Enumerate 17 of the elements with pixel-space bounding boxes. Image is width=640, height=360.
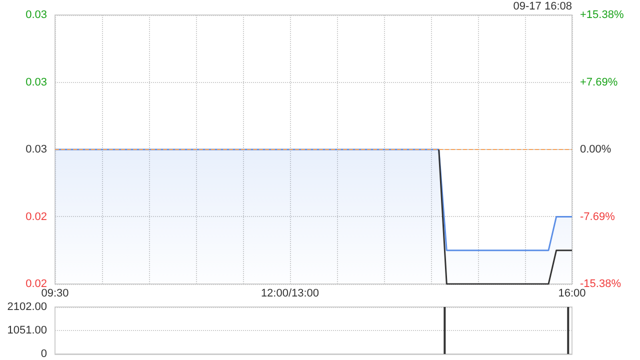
y-tick-label: 0 — [40, 348, 47, 360]
x-tick-label: 12:00/13:00 — [260, 288, 320, 300]
x-tick-label: 09:30 — [41, 288, 69, 300]
y-tick-label: 0.02 — [26, 210, 47, 223]
y2-tick-label: -7.69% — [580, 210, 616, 223]
y-tick-label: 0.02 — [26, 278, 47, 290]
y2-tick-label: +7.69% — [580, 76, 618, 88]
y-tick-label: 0.03 — [26, 9, 47, 21]
y2-tick-label: +15.38% — [580, 9, 624, 21]
y-tick-label: 0.03 — [26, 144, 47, 156]
y2-tick-label: -15.38% — [580, 278, 622, 290]
x-tick-label: 16:00 — [558, 288, 586, 300]
y2-tick-label: 0.00% — [580, 144, 612, 156]
y-tick-label: 0.03 — [26, 76, 47, 88]
text: 09-17 16:08 — [513, 0, 572, 12]
y-tick-label: 2102.00 — [7, 301, 47, 313]
y-tick-label: 1051.00 — [7, 324, 47, 336]
